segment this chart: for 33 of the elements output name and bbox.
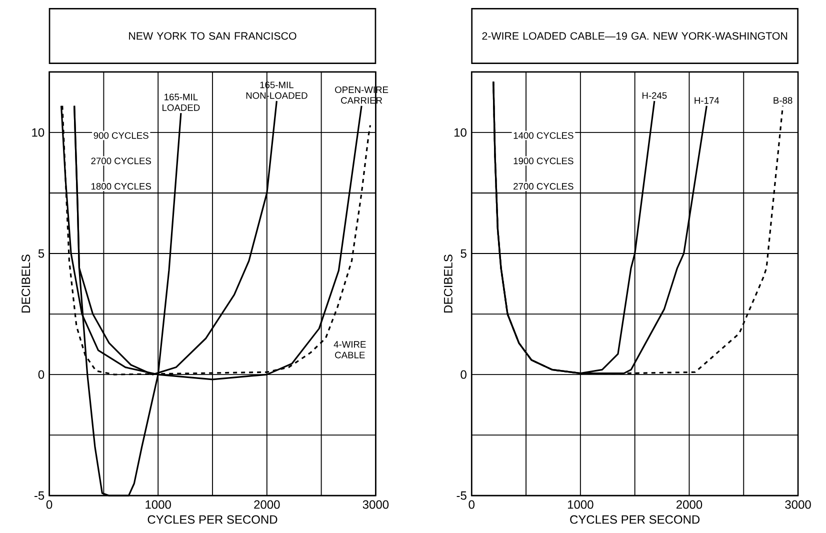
x-tick-label: 2000 <box>676 500 702 509</box>
x-tick-label: 1000 <box>568 500 594 509</box>
annotation: 900 CYCLES <box>94 132 148 139</box>
x-tick-label: 0 <box>468 500 474 509</box>
y-tick-label: 0 <box>460 370 466 379</box>
series-label: 4-WIRE CABLE <box>334 341 366 358</box>
annotation: 1400 CYCLES <box>514 132 574 139</box>
y-tick-label: 5 <box>460 249 466 258</box>
x-tick-label: 1000 <box>146 500 171 509</box>
series-label: H-245 <box>642 92 667 99</box>
annotation: 1800 CYCLES <box>91 183 151 190</box>
x-axis-title: CYCLES PER SECOND <box>148 515 278 524</box>
annotation: 2700 CYCLES <box>91 158 151 164</box>
x-tick-label: 3000 <box>785 500 811 509</box>
y-tick-label: 5 <box>38 249 44 258</box>
chart-title: NEW YORK TO SAN FRANCISCO <box>129 32 296 40</box>
x-axis-title: CYCLES PER SECOND <box>570 515 700 524</box>
y-axis-title: DECIBELS <box>22 254 30 312</box>
series-label: B-88 <box>774 97 792 104</box>
x-tick-label: 0 <box>46 500 52 509</box>
y-tick-label: 10 <box>454 128 466 137</box>
y-tick-label: -5 <box>34 491 44 500</box>
y-axis-title: DECIBELS <box>444 254 452 312</box>
annotation: 2700 CYCLES <box>514 183 574 190</box>
chart-title: 2-WIRE LOADED CABLE—19 GA. NEW YORK-WASHINGTON <box>482 32 788 40</box>
y-tick-label: -5 <box>456 491 466 500</box>
series-label: 165-MIL LOADED <box>162 94 200 112</box>
y-tick-label: 0 <box>38 370 44 379</box>
y-tick-label: 10 <box>32 128 44 137</box>
series-label: H-174 <box>694 97 720 104</box>
x-tick-label: 2000 <box>254 500 280 509</box>
annotation: 1900 CYCLES <box>514 158 574 164</box>
x-tick-label: 3000 <box>362 500 389 509</box>
